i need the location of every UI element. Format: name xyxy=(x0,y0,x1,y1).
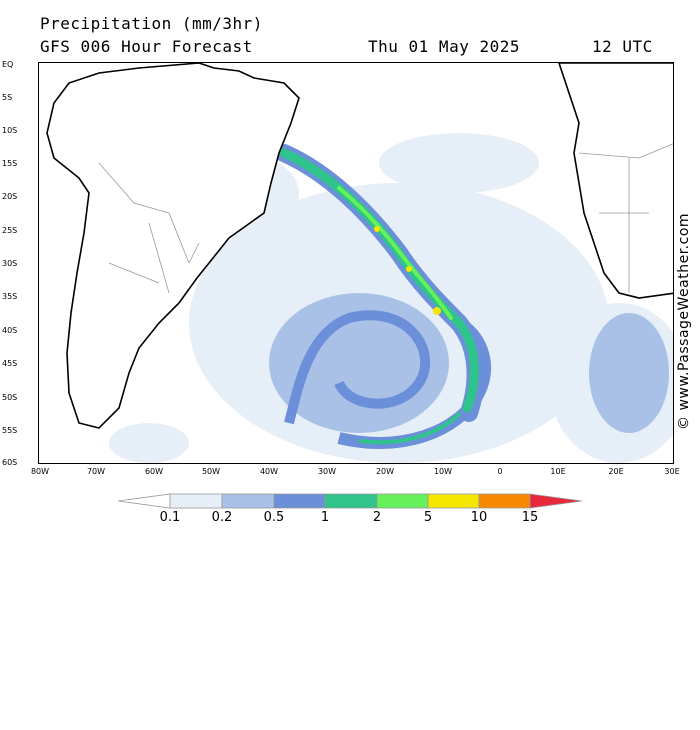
legend-tick-0-1: 0.1 xyxy=(159,510,181,525)
lon-label-10e: 10E xyxy=(550,467,566,476)
map-subtitle: GFS 006 Hour Forecast xyxy=(40,37,253,56)
africa-land xyxy=(558,63,673,299)
legend-tick-15: 15 xyxy=(521,510,539,525)
lon-label-10w: 10W xyxy=(433,467,453,476)
legend-tick-5: 5 xyxy=(423,510,433,525)
lat-label-eq: EQ xyxy=(2,60,14,69)
precipitation-map xyxy=(38,62,674,464)
legend-tick-0-2: 0.2 xyxy=(211,510,233,525)
lon-label-20w: 20W xyxy=(375,467,395,476)
legend-tick-1: 1 xyxy=(320,510,330,525)
lon-label-30e: 30E xyxy=(664,467,680,476)
legend-tick-10: 10 xyxy=(470,510,488,525)
lat-label-50s: 50S xyxy=(2,393,18,402)
lon-label-50w: 50W xyxy=(201,467,221,476)
legend-swatch-3 xyxy=(273,493,326,509)
legend-swatch-2 xyxy=(221,493,275,509)
lon-label-30w: 30W xyxy=(317,467,337,476)
lat-label-25s: 25S xyxy=(2,226,18,235)
lon-label-60w: 60W xyxy=(144,467,164,476)
legend-swatch-under xyxy=(118,493,171,509)
valid-date: Thu 01 May 2025 xyxy=(368,37,520,56)
lat-label-5s: 5S xyxy=(2,93,13,102)
lat-label-55s: 55S xyxy=(2,426,18,435)
legend-swatch-4 xyxy=(324,493,378,509)
map-canvas xyxy=(46,63,673,463)
legend-swatch-6 xyxy=(427,493,480,509)
south-america-land xyxy=(46,63,300,429)
lat-label-10s: 10S xyxy=(2,126,18,135)
lat-label-35s: 35S xyxy=(2,292,18,301)
legend-tick-0-5: 0.5 xyxy=(263,510,285,525)
lat-label-20s: 20S xyxy=(2,192,18,201)
lat-label-30s: 30S xyxy=(2,259,18,268)
lat-label-60s: 60S xyxy=(2,458,18,467)
lat-label-45s: 45S xyxy=(2,359,18,368)
legend-swatch-7 xyxy=(478,493,531,509)
color-legend xyxy=(118,493,583,509)
lon-label-70w: 70W xyxy=(86,467,106,476)
legend-tick-2: 2 xyxy=(372,510,382,525)
lon-label-80w: 80W xyxy=(30,467,50,476)
lon-label-0: 0 xyxy=(497,467,503,476)
legend-swatch-over xyxy=(529,493,583,509)
valid-time: 12 UTC xyxy=(592,37,653,56)
map-title: Precipitation (mm/3hr) xyxy=(40,14,263,33)
legend-swatch-1 xyxy=(169,493,223,509)
credit-text: © www.PassageWeather.com xyxy=(676,212,692,430)
lon-label-40w: 40W xyxy=(259,467,279,476)
lat-label-40s: 40S xyxy=(2,326,18,335)
lon-label-20e: 20E xyxy=(608,467,624,476)
legend-swatch-5 xyxy=(376,493,429,509)
lat-label-15s: 15S xyxy=(2,159,18,168)
frontal-band xyxy=(275,144,485,422)
